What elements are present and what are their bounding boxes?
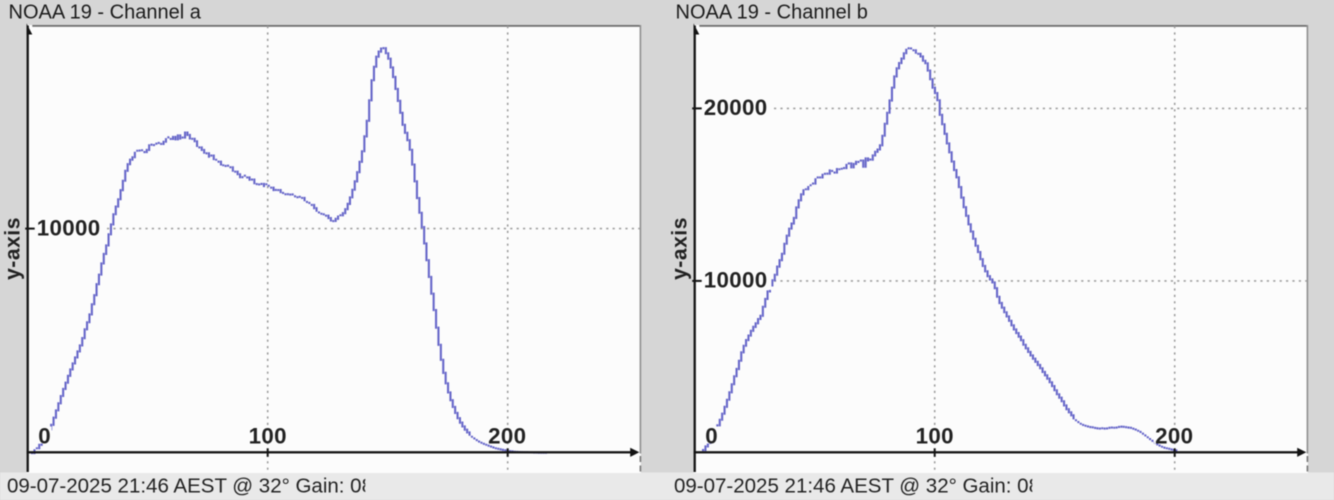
svg-text:100: 100 bbox=[916, 424, 954, 449]
svg-text:NOAA 19 - Channel a: NOAA 19 - Channel a bbox=[9, 1, 202, 23]
svg-text:10000: 10000 bbox=[704, 268, 768, 293]
svg-text:0: 0 bbox=[705, 424, 718, 449]
svg-text:200: 200 bbox=[488, 424, 526, 449]
svg-text:NOAA 19 - Channel b: NOAA 19 - Channel b bbox=[676, 1, 868, 23]
svg-text:09-07-2025 21:46 AEST @ 32° Ga: 09-07-2025 21:46 AEST @ 32° Gain: 08 bbox=[7, 475, 373, 498]
svg-text:200: 200 bbox=[1155, 424, 1193, 449]
svg-text:09-07-2025 21:46 AEST @ 32° Ga: 09-07-2025 21:46 AEST @ 32° Gain: 08 bbox=[674, 475, 1040, 498]
svg-text:y-axis: y-axis bbox=[1, 217, 24, 280]
svg-text:20000: 20000 bbox=[704, 95, 768, 120]
svg-text:10000: 10000 bbox=[37, 215, 101, 240]
svg-text:y-axis: y-axis bbox=[668, 217, 691, 280]
svg-text:100: 100 bbox=[249, 424, 287, 449]
svg-text:0: 0 bbox=[38, 424, 51, 449]
